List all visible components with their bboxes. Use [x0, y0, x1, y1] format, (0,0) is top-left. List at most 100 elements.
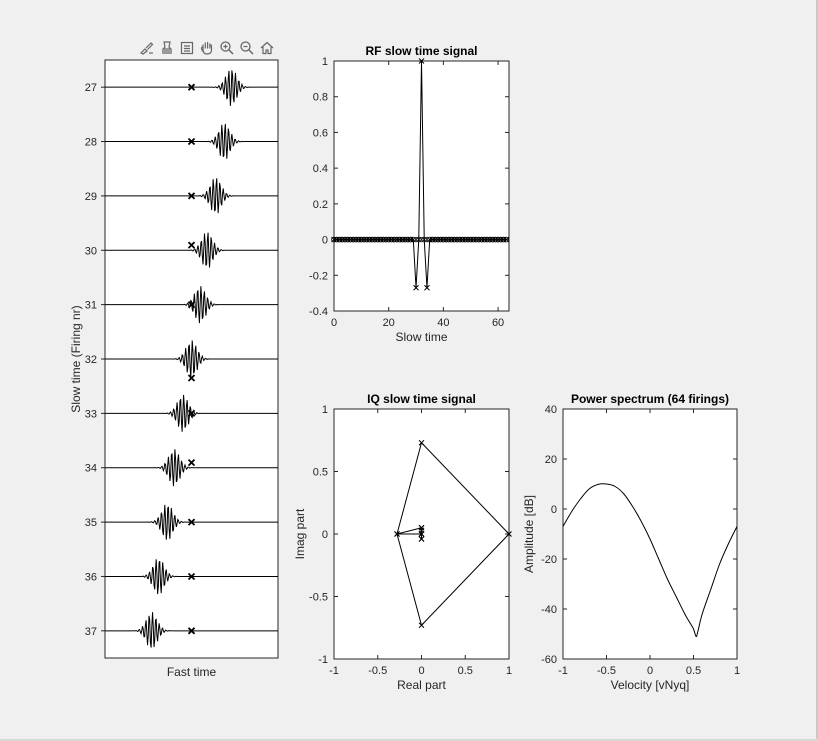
xtick-label: 0: [418, 665, 424, 677]
ytick-label: 1: [322, 56, 328, 68]
ytick-label: -20: [541, 554, 557, 566]
rf-sample-x: [413, 284, 419, 291]
pulse-trace-31: [105, 286, 278, 324]
axes-toolbar: [138, 38, 276, 58]
iq-sample-x: [394, 531, 400, 537]
power-spectrum-plot: -1 -0.5 0 0.5 1 -60 -40 -20 0 20 40 Power spectrum …: [522, 392, 740, 692]
xtick-label: -1: [329, 665, 339, 677]
xtick-label: 60: [492, 317, 504, 329]
iq-slow-time-y-axis-label: Imag part: [293, 508, 307, 559]
sample-marker-35: [187, 518, 196, 526]
ytick-label: 33: [85, 408, 97, 420]
rf-slow-time-axes-box: [333, 60, 510, 312]
rf-slow-time-x-axis-label: Slow time: [395, 330, 447, 344]
pulse-trace-30: [105, 232, 278, 268]
rf-sample-o: [421, 236, 428, 243]
ytick-label: 0.4: [313, 163, 328, 175]
iq-slow-time-plot: -1 -0.5 0 0.5 1 -1 -0.5 0 0.5 1 IQ slow time signa…: [293, 392, 512, 692]
home-icon[interactable]: [258, 39, 276, 57]
xtick-label: -0.5: [368, 665, 387, 677]
xtick-label: 1: [506, 665, 512, 677]
sample-marker-33: [187, 409, 196, 418]
sample-marker-32: [187, 374, 196, 382]
iq-sample-x: [418, 524, 425, 531]
power-spectrum-title: Power spectrum (64 firings): [571, 392, 729, 406]
rf-slow-time-plot: 0 20 40 60 -0.4 -0.2 0 0.2 0.4 0.6 0.8 1 RF slow tim…: [309, 44, 510, 344]
rf-sample-x: [424, 284, 430, 291]
sample-marker-36: [187, 572, 196, 581]
ytick-label: 20: [545, 454, 557, 466]
brush-icon[interactable]: [138, 39, 156, 57]
xtick-label: 0: [647, 665, 653, 677]
ytick-label: -1: [318, 654, 328, 666]
iq-sample-x: [418, 622, 425, 629]
power-spectrum-x-axis-label: Velocity [vNyq]: [611, 678, 690, 692]
ytick-label: 0.6: [313, 127, 328, 139]
ytick-label: 0.5: [313, 467, 328, 479]
data-tip-icon[interactable]: [158, 39, 176, 57]
window-edge-bottom: [0, 739, 818, 741]
ytick-label: 32: [85, 354, 97, 366]
zoom-out-icon[interactable]: [238, 39, 256, 57]
zoom-in-icon[interactable]: [218, 39, 236, 57]
iq-slow-time-title: IQ slow time signal: [367, 392, 476, 406]
iq-slow-time-x-axis-label: Real part: [397, 678, 446, 692]
ytick-label: -40: [541, 604, 557, 616]
y-axis-label: Slow time (Firing nr): [69, 305, 83, 412]
pan-icon[interactable]: [198, 39, 216, 57]
legend-icon[interactable]: [178, 39, 196, 57]
rf-slow-time-title: RF slow time signal: [365, 44, 477, 58]
ytick-label: 28: [85, 137, 97, 149]
xtick-label: 40: [437, 317, 449, 329]
sample-marker-37: [187, 627, 196, 635]
ytick-label: 30: [85, 245, 97, 257]
iq-sample-x: [418, 531, 425, 537]
ytick-label: 34: [85, 463, 97, 475]
ytick-label: 37: [85, 626, 97, 638]
ytick-label: 35: [85, 517, 97, 529]
ytick-label: 0.2: [313, 199, 328, 211]
xtick-label: 0.5: [458, 665, 473, 677]
ytick-label: 0.8: [313, 92, 328, 104]
iq-sample-x: [506, 531, 512, 537]
ytick-label: 0: [551, 504, 557, 516]
xtick-label: 20: [383, 317, 395, 329]
rf-sample-o: [415, 236, 422, 243]
rf-signal-line: [334, 60, 507, 288]
sample-marker-29: [187, 192, 196, 200]
sample-marker-30: [187, 241, 196, 249]
sample-marker-27: [187, 83, 196, 91]
ytick-label: 0: [322, 529, 328, 541]
iq-sample-x: [418, 536, 425, 542]
window-edge-right: [816, 0, 818, 741]
ytick-label: 29: [85, 191, 97, 203]
power-spectrum-y-axis-label: Amplitude [dB]: [522, 495, 536, 573]
x-axis-label: Fast time: [167, 665, 217, 679]
sample-marker-34: [187, 458, 196, 467]
ytick-label: -0.5: [309, 592, 328, 604]
sample-marker-28: [187, 137, 196, 146]
ytick-label: 0: [322, 235, 328, 247]
xtick-label: 0.5: [686, 665, 701, 677]
ytick-label: 31: [85, 300, 97, 312]
ytick-label: 40: [545, 404, 557, 416]
rf-sample-o: [410, 236, 417, 243]
ytick-label: 36: [85, 571, 97, 583]
rf-sample-x: [418, 58, 425, 64]
ytick-label: -0.4: [309, 306, 328, 318]
sample-marker-31: [187, 300, 196, 309]
power-spectrum-axes-box: [562, 408, 738, 660]
rf-sample-o: [503, 236, 510, 243]
spectrum-line: [562, 483, 738, 638]
ytick-label: -0.2: [309, 270, 328, 282]
pulse-trace-32: [105, 340, 278, 378]
xtick-label: -0.5: [597, 665, 616, 677]
pulse-trace-34: [105, 449, 278, 487]
fast-time-plot: 27 28 29 30 31 32 33 34 35 36 37 Fast time Slow time…: [69, 59, 279, 679]
xtick-label: 0: [331, 317, 337, 329]
xtick-label: 1: [734, 665, 740, 677]
ytick-label: 1: [322, 404, 328, 416]
ytick-label: 27: [85, 82, 97, 94]
pulse-trace-33: [105, 394, 278, 432]
